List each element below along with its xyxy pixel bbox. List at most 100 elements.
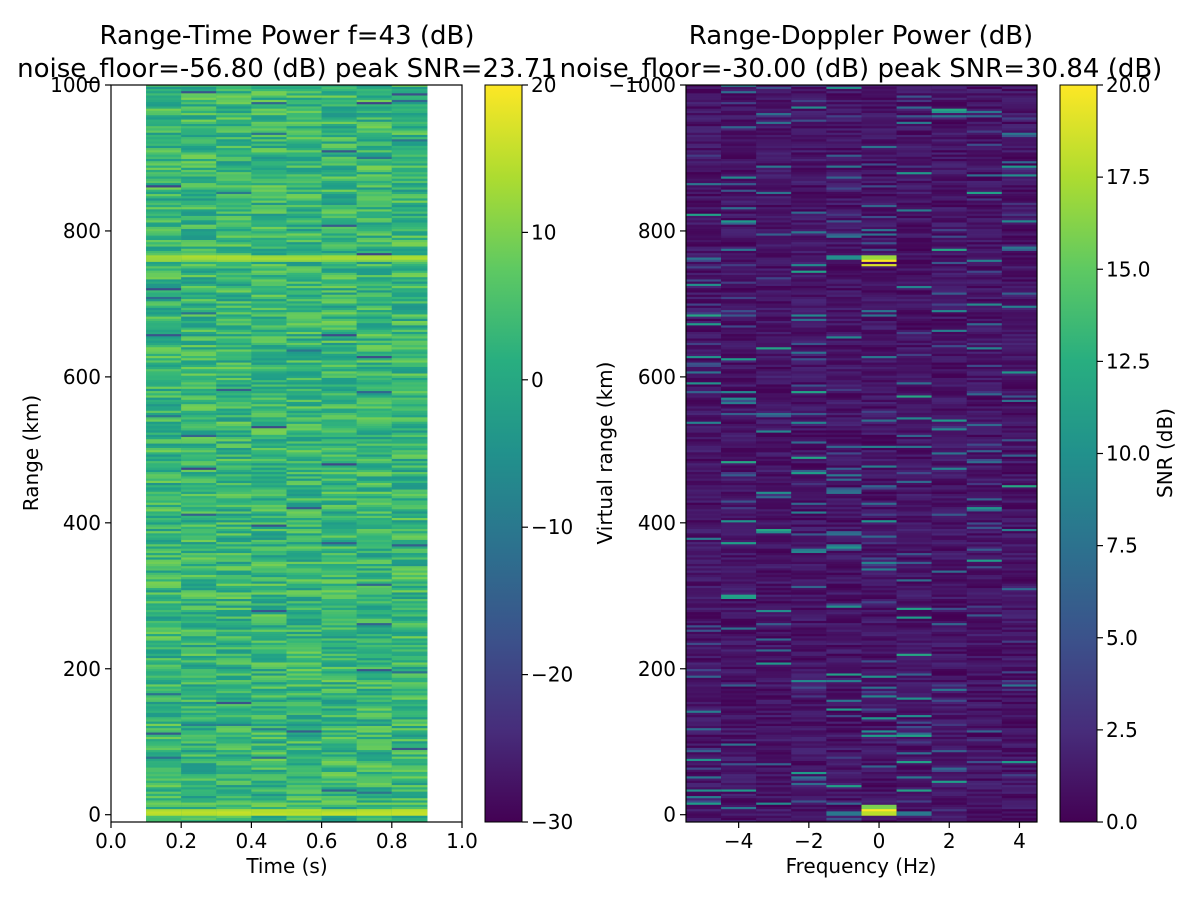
range-doppler-cell (721, 460, 757, 464)
range-time-cell (216, 506, 252, 510)
range-time-cell (356, 158, 393, 162)
range-doppler-cell (756, 287, 792, 291)
range-doppler-cell (756, 136, 792, 140)
range-time-cell (391, 624, 428, 628)
range-time-cell (321, 513, 358, 516)
range-doppler-cell (756, 121, 792, 124)
range-doppler-cell (686, 598, 722, 602)
range-time-cell (181, 314, 217, 317)
range-time-cell (146, 664, 182, 667)
range-doppler-cell (721, 265, 757, 269)
range-time-cell (216, 403, 252, 407)
range-time-cell (286, 125, 323, 129)
range-time-cell (146, 128, 182, 131)
range-doppler-cell (826, 443, 862, 446)
range-doppler-cell (896, 561, 933, 564)
range-doppler-cell (686, 572, 722, 575)
range-time-cell (216, 708, 252, 711)
range-doppler-cell (721, 298, 757, 302)
range-time-cell (321, 579, 358, 582)
range-doppler-cell (861, 445, 898, 448)
range-doppler-cell (756, 274, 792, 278)
range-doppler-cell (896, 732, 933, 735)
range-doppler-cell (896, 445, 933, 448)
range-doppler-cell (896, 395, 933, 398)
range-time-cell (286, 535, 323, 538)
range-time-cell (146, 688, 182, 691)
range-time-cell (356, 176, 393, 179)
range-time-cell (146, 705, 182, 709)
range-doppler-cell (721, 712, 757, 716)
range-doppler-cell (686, 600, 722, 604)
range-time-cell (356, 524, 393, 527)
range-time-cell (251, 401, 287, 405)
range-time-cell (321, 616, 358, 619)
range-doppler-cell (896, 557, 933, 560)
range-time-cell (356, 725, 393, 729)
range-doppler-cell (861, 128, 898, 131)
range-time-cell (286, 751, 323, 755)
range-doppler-cell (721, 344, 757, 348)
range-time-cell (216, 515, 252, 519)
range-doppler-cell (791, 743, 827, 746)
range-doppler-cell (861, 800, 898, 803)
range-time-cell (321, 622, 358, 626)
range-doppler-cell (756, 813, 792, 816)
range-time-cell (216, 401, 252, 405)
range-doppler-cell (756, 403, 792, 407)
range-time-cell (146, 570, 182, 573)
range-time-cell (321, 802, 358, 805)
range-time-cell (216, 368, 252, 372)
range-doppler-cell (756, 480, 792, 483)
range-time-cell (146, 745, 182, 748)
range-time-cell (216, 767, 252, 770)
range-doppler-cell (791, 754, 827, 757)
range-doppler-cell (826, 616, 862, 619)
range-doppler-cell (686, 780, 722, 783)
range-doppler-cell (686, 614, 722, 617)
range-time-cell (286, 791, 323, 794)
range-time-cell (356, 392, 393, 396)
range-doppler-title-line1: Range-Doppler Power (dB) (689, 21, 1033, 51)
range-time-cell (216, 250, 252, 254)
range-doppler-cell (756, 213, 792, 216)
range-doppler-cell (721, 410, 757, 413)
range-time-cell (146, 300, 182, 304)
range-doppler-cell (896, 624, 933, 628)
range-doppler-cell (791, 705, 827, 709)
range-doppler-cell (861, 112, 898, 116)
range-doppler-cell (756, 533, 792, 536)
range-time-x-axis-label: Time (s) (245, 854, 327, 878)
range-doppler-cell (721, 248, 757, 251)
range-time-cell (286, 804, 323, 807)
range-doppler-cell (756, 642, 792, 645)
range-time-cell (321, 530, 358, 534)
range-time-cell (216, 357, 252, 361)
range-doppler-cell (721, 136, 757, 140)
range-time-cell (391, 684, 428, 687)
range-time-cell (181, 502, 217, 505)
range-time-cell (146, 156, 182, 159)
range-time-cell (286, 780, 323, 783)
range-doppler-cell (756, 596, 792, 600)
range-time-cell (251, 789, 287, 792)
range-doppler-cell (861, 417, 898, 420)
range-time-cell (251, 169, 287, 173)
range-time-cell (146, 635, 182, 639)
range-time-cell (286, 349, 323, 352)
range-doppler-cell (861, 130, 898, 133)
range-doppler-cell (756, 434, 792, 438)
range-doppler-cell (791, 349, 827, 352)
range-time-cell (286, 237, 323, 240)
range-time-cell (146, 587, 182, 591)
range-doppler-cell (826, 802, 862, 805)
range-time-cell (251, 585, 287, 589)
range-time-cell (391, 495, 428, 499)
range-doppler-cell (861, 819, 898, 822)
range-doppler-cell (861, 224, 898, 227)
range-time-cell (216, 93, 252, 96)
range-time-cell (391, 819, 428, 822)
range-doppler-cell (686, 622, 722, 626)
range-time-cell (286, 452, 323, 455)
range-doppler-cell (826, 316, 862, 319)
